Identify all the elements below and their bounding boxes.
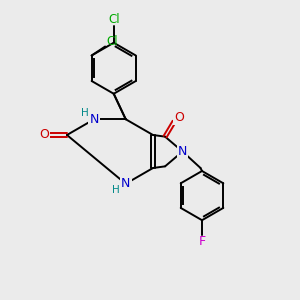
Text: H: H bbox=[112, 185, 120, 195]
Text: Cl: Cl bbox=[107, 35, 118, 49]
Text: F: F bbox=[199, 235, 206, 248]
Text: O: O bbox=[175, 111, 184, 124]
Text: N: N bbox=[89, 113, 99, 126]
Text: N: N bbox=[121, 177, 130, 190]
Text: H: H bbox=[81, 108, 88, 118]
Text: O: O bbox=[39, 128, 49, 142]
Text: N: N bbox=[178, 145, 187, 158]
Text: Cl: Cl bbox=[108, 13, 119, 26]
